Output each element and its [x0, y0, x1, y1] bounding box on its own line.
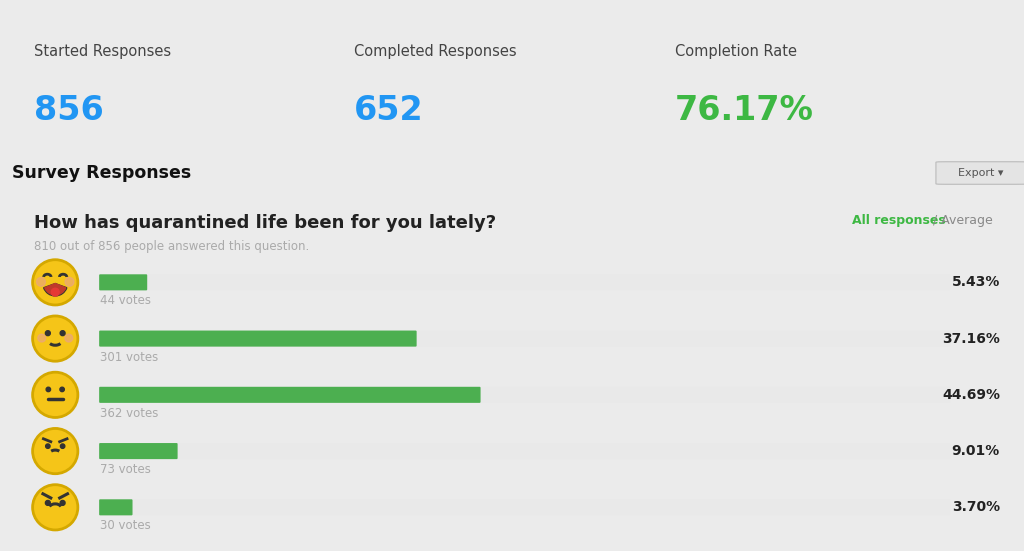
- Circle shape: [33, 429, 78, 474]
- Text: 73 votes: 73 votes: [100, 463, 151, 476]
- Text: 44 votes: 44 votes: [100, 294, 152, 307]
- Text: 652: 652: [354, 94, 424, 127]
- FancyBboxPatch shape: [99, 499, 950, 515]
- FancyBboxPatch shape: [99, 387, 480, 403]
- FancyBboxPatch shape: [99, 499, 132, 515]
- FancyBboxPatch shape: [936, 162, 1024, 184]
- Circle shape: [60, 444, 65, 449]
- Circle shape: [33, 372, 78, 418]
- Circle shape: [38, 334, 46, 342]
- FancyBboxPatch shape: [99, 331, 417, 347]
- Circle shape: [60, 387, 65, 392]
- Circle shape: [60, 331, 66, 336]
- Circle shape: [33, 485, 78, 530]
- FancyBboxPatch shape: [99, 387, 950, 403]
- Text: Completed Responses: Completed Responses: [354, 44, 517, 59]
- Text: 810 out of 856 people answered this question.: 810 out of 856 people answered this ques…: [34, 240, 309, 253]
- Circle shape: [33, 260, 78, 305]
- FancyBboxPatch shape: [99, 274, 950, 290]
- Text: / Average: / Average: [933, 214, 992, 227]
- Circle shape: [66, 277, 74, 287]
- Circle shape: [46, 387, 50, 392]
- Text: 362 votes: 362 votes: [100, 407, 159, 420]
- Circle shape: [65, 334, 73, 342]
- Text: 76.17%: 76.17%: [675, 94, 813, 127]
- Wedge shape: [45, 284, 66, 295]
- Text: 856: 856: [34, 94, 103, 127]
- Text: Export ▾: Export ▾: [958, 168, 1004, 178]
- Text: All responses: All responses: [852, 214, 945, 227]
- Circle shape: [37, 277, 45, 287]
- Text: 44.69%: 44.69%: [942, 388, 1000, 402]
- Circle shape: [46, 444, 50, 449]
- FancyBboxPatch shape: [99, 443, 177, 459]
- Text: How has quarantined life been for you lately?: How has quarantined life been for you la…: [34, 214, 496, 232]
- Text: Survey Responses: Survey Responses: [12, 164, 191, 182]
- Text: 37.16%: 37.16%: [942, 332, 1000, 345]
- Circle shape: [60, 500, 66, 505]
- Circle shape: [45, 500, 50, 505]
- Text: 3.70%: 3.70%: [952, 500, 1000, 514]
- FancyBboxPatch shape: [99, 443, 950, 459]
- Text: 9.01%: 9.01%: [951, 444, 1000, 458]
- Text: Started Responses: Started Responses: [34, 44, 171, 59]
- Text: 301 votes: 301 votes: [100, 350, 159, 364]
- FancyBboxPatch shape: [99, 274, 147, 290]
- Text: Completion Rate: Completion Rate: [675, 44, 797, 59]
- FancyBboxPatch shape: [99, 331, 950, 347]
- Circle shape: [51, 288, 59, 296]
- Circle shape: [45, 331, 50, 336]
- Text: 5.43%: 5.43%: [951, 276, 1000, 289]
- Wedge shape: [44, 284, 67, 296]
- Text: 30 votes: 30 votes: [100, 520, 151, 532]
- Circle shape: [33, 316, 78, 361]
